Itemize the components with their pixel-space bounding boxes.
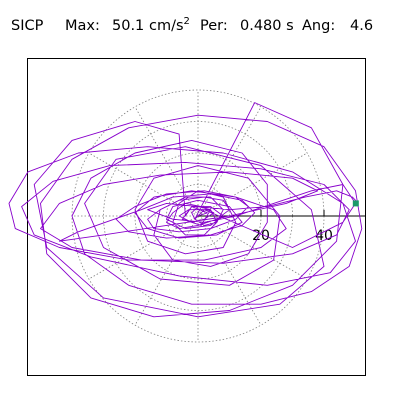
max-unit-base: cm/s <box>149 18 184 34</box>
per-value: 0.480 s <box>240 18 294 34</box>
max-unit-exponent: 2 <box>183 16 190 28</box>
grid-spoke <box>134 215 199 326</box>
max-label: Max: <box>65 18 100 34</box>
chart-title: SICP Max: 50.1 cm/s2 Per: 0.480 s Ang: 4… <box>0 14 400 44</box>
grid-spoke <box>197 152 308 217</box>
radial-tick-label: 20 <box>252 228 270 244</box>
ang-value: 4.6 <box>350 18 374 34</box>
station-code: SICP <box>11 18 44 34</box>
grid-spoke <box>197 215 262 326</box>
particle-motion-trace <box>8 102 363 318</box>
ang-label: Ang: <box>302 18 336 34</box>
max-value: 50.1 <box>112 18 145 34</box>
grid-spoke <box>197 106 262 217</box>
trace-line <box>8 102 363 318</box>
grid-spoke <box>88 152 199 217</box>
radial-tick-label: 40 <box>315 228 333 244</box>
max-unit: cm/s2 <box>149 16 190 34</box>
plot-frame <box>27 58 366 376</box>
end-point-marker <box>352 200 359 207</box>
per-label: Per: <box>200 18 228 34</box>
grid-spoke <box>88 215 199 280</box>
